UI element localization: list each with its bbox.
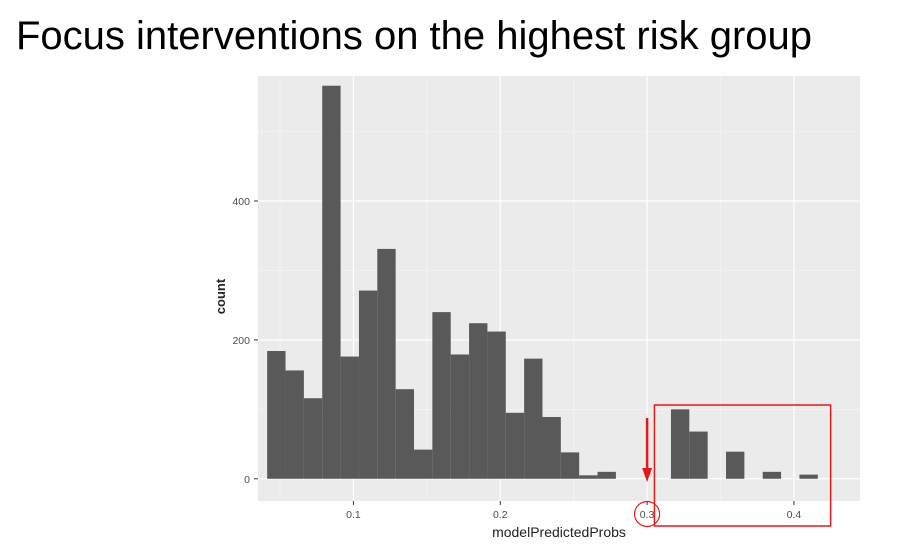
- threshold-arrow-head: [642, 468, 653, 482]
- x-tick-label: 0.1: [346, 509, 361, 521]
- histogram-bar: [267, 351, 286, 479]
- histogram-bar: [487, 331, 506, 479]
- histogram-bar: [597, 471, 616, 479]
- y-tick-label: 400: [232, 196, 250, 208]
- histogram-bar: [762, 471, 782, 479]
- histogram-bar: [670, 409, 690, 479]
- x-axis-label: modelPredictedProbs: [492, 524, 626, 540]
- histogram-bar: [726, 451, 745, 479]
- y-tick-label: 0: [244, 474, 250, 486]
- histogram-bar: [579, 475, 598, 479]
- histogram-bar: [377, 248, 396, 479]
- histogram-bar: [414, 449, 433, 479]
- x-tick-label: 0.2: [493, 509, 508, 521]
- histogram-bar: [395, 389, 415, 479]
- x-tick-label: 0.3: [640, 509, 655, 521]
- histogram-bar: [432, 312, 451, 479]
- highlight-box: [653, 404, 832, 527]
- histogram-bar: [542, 416, 561, 479]
- histogram-bar: [560, 452, 580, 479]
- threshold-circle: [633, 500, 661, 528]
- x-tick-label: 0.4: [787, 509, 802, 521]
- histogram-bar: [689, 431, 708, 479]
- y-axis-label: count: [213, 278, 228, 314]
- histogram-bars: [267, 85, 818, 479]
- y-tick-label: 200: [232, 335, 250, 347]
- histogram-bar: [322, 85, 341, 479]
- histogram-bar: [340, 356, 359, 479]
- annotations: [633, 404, 832, 528]
- slide-title: Focus interventions on the highest risk …: [16, 14, 812, 58]
- histogram-bar: [799, 474, 818, 479]
- histogram-bar: [469, 323, 488, 479]
- histogram-bar: [285, 370, 304, 479]
- histogram-bar: [450, 354, 470, 479]
- histogram-bar: [303, 398, 323, 479]
- histogram-bar: [358, 290, 378, 479]
- histogram-bar: [505, 412, 525, 479]
- histogram-bar: [524, 358, 543, 479]
